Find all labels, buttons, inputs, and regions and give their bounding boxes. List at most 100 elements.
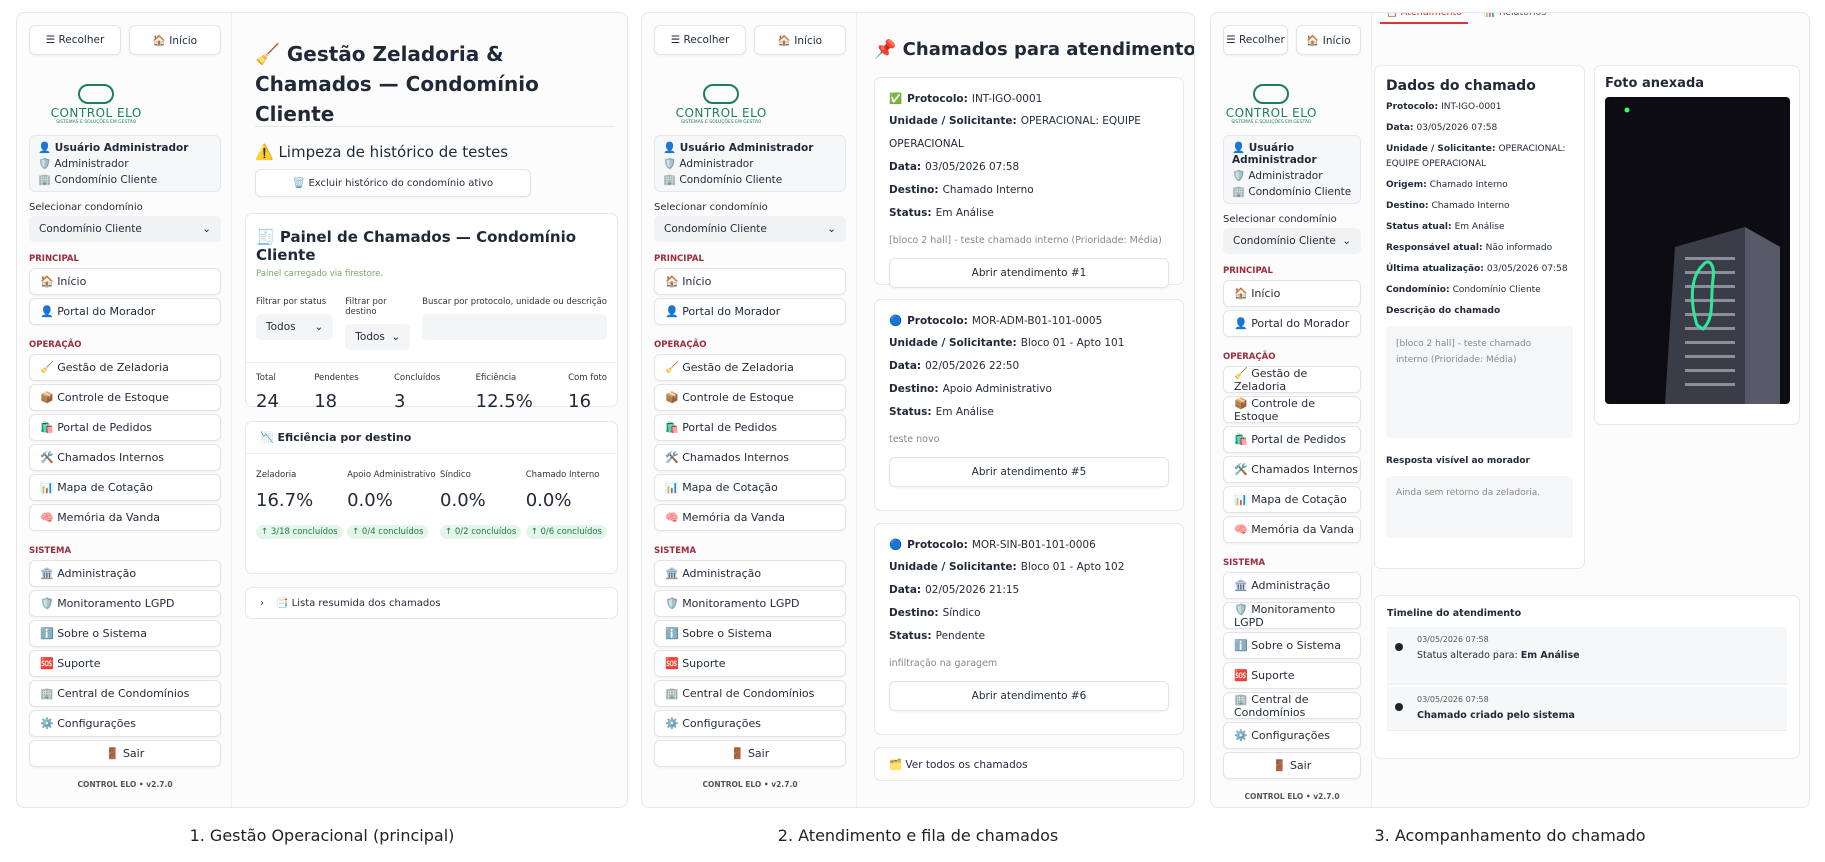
event-label: Status alterado para: <box>1417 650 1518 661</box>
stats: Total 24 Pendentes 18 Concluídos 3 Eficiência 1… <box>256 373 607 412</box>
nav-item[interactable]: 🏛️ Administração <box>654 560 846 587</box>
detail-field: Última atualização: 03/05/2026 07:58 <box>1386 262 1573 277</box>
cleanup-button[interactable]: 🗑️ Excluir histórico do condomínio ativo <box>255 169 531 197</box>
nav-item[interactable]: 🧹 Gestão de Zeladoria <box>1223 366 1361 393</box>
nav-item[interactable]: 🏠 Início <box>1223 280 1361 307</box>
filter-select[interactable]: Todos ⌄ <box>345 324 411 350</box>
nav-item[interactable]: 📊 Mapa de Cotação <box>29 474 221 501</box>
top-button[interactable]: 🏠 Início <box>1296 25 1361 55</box>
nav-item[interactable]: ℹ️ Sobre o Sistema <box>654 620 846 647</box>
nav-item[interactable]: 📊 Mapa de Cotação <box>654 474 846 501</box>
top-button[interactable]: ☰ Recolher <box>654 25 746 55</box>
ticket-field: Data: 02/05/2026 22:50 <box>889 355 1169 378</box>
logout[interactable]: 🚪 Sair <box>1223 752 1361 779</box>
nav-item[interactable]: 🏠 Início <box>654 268 846 295</box>
field-label: Protocolo: <box>907 93 968 105</box>
footer: CONTROL ELO • v2.7.0 <box>77 780 173 789</box>
nav-item[interactable]: ℹ️ Sobre o Sistema <box>29 620 221 647</box>
list-card[interactable]: › 📑 Lista resumida dos chamados <box>245 587 618 619</box>
select[interactable]: Condomínio Cliente ⌄ <box>654 216 846 242</box>
field-label: Unidade / Solicitante: <box>1386 144 1496 154</box>
nav-item[interactable]: 🏢 Central de Condomínios <box>29 680 221 707</box>
nav-item[interactable]: 🧠 Memória da Vanda <box>29 504 221 531</box>
nav-item[interactable]: 👤 Portal do Morador <box>654 298 846 325</box>
nav-item[interactable]: 🧹 Gestão de Zeladoria <box>654 354 846 381</box>
view-all[interactable]: 🗂️ Ver todos os chamados <box>874 747 1184 781</box>
chevron: ⌄ <box>827 223 836 235</box>
nav-item[interactable]: 🧠 Memória da Vanda <box>1223 516 1361 543</box>
nav-item[interactable]: ⚙️ Configurações <box>29 710 221 737</box>
nav-item[interactable]: ⚙️ Configurações <box>654 710 846 737</box>
nav-item[interactable]: 📦 Controle de Estoque <box>654 384 846 411</box>
efficiency-value: 0.0% <box>347 490 393 511</box>
logo: CONTROL ELO SISTEMAS E SOLUÇÕES EM GESTÃO <box>1223 63 1361 125</box>
user-box: 👤 Usuário Administrador 🛡️ Administrador 🏢… <box>1223 135 1361 204</box>
logout[interactable]: 🚪 Sair <box>29 740 221 767</box>
tab[interactable]: 📊 Relatórios <box>1484 12 1547 18</box>
nav-item[interactable]: 🛡️ Monitoramento LGPD <box>29 590 221 617</box>
sidebar-top: ☰ Recolher 🏠 Início <box>29 25 221 55</box>
select-value: Condomínio Cliente <box>1233 235 1336 247</box>
nav-item[interactable]: 🏛️ Administração <box>29 560 221 587</box>
sidebar-top: ☰ Recolher 🏠 Início <box>1223 25 1361 55</box>
nav-item[interactable]: 👤 Portal do Morador <box>29 298 221 325</box>
nav-item[interactable]: 🛠️ Chamados Internos <box>1223 456 1361 483</box>
nav-item[interactable]: 📦 Controle de Estoque <box>29 384 221 411</box>
nav-item[interactable]: ℹ️ Sobre o Sistema <box>1223 632 1361 659</box>
main: 📋 Atendimento 📊 Relatórios Dados do chamad… <box>1374 12 1804 807</box>
stat: Eficiência 12.5% <box>476 373 533 412</box>
nav-item[interactable]: 📦 Controle de Estoque <box>1223 396 1361 423</box>
response-title: Resposta visível ao morador <box>1386 456 1530 466</box>
search-input[interactable] <box>422 314 607 340</box>
select[interactable]: Condomínio Cliente ⌄ <box>1223 228 1361 254</box>
nav-item[interactable]: 🛍️ Portal de Pedidos <box>1223 426 1361 453</box>
filter-label: Filtrar por destino <box>345 297 387 317</box>
nav-item[interactable]: 👤 Portal do Morador <box>1223 310 1361 337</box>
open-button[interactable]: Abrir atendimento #6 <box>889 681 1169 711</box>
stat: Com foto 16 <box>568 373 607 412</box>
open-button[interactable]: Abrir atendimento #5 <box>889 457 1169 487</box>
nav-item[interactable]: ⚙️ Configurações <box>1223 722 1361 749</box>
top-button[interactable]: 🏠 Início <box>129 25 221 55</box>
panel-subtitle: Painel carregado via firestore. <box>256 269 384 279</box>
nav-item[interactable]: 🆘 Suporte <box>654 650 846 677</box>
efficiency-badge: ↑ 0/4 concluídos <box>347 525 429 539</box>
nav-item[interactable]: 🏛️ Administração <box>1223 572 1361 599</box>
tab[interactable]: 📋 Atendimento <box>1380 13 1469 24</box>
nav-item[interactable]: 🛠️ Chamados Internos <box>29 444 221 471</box>
nav-item[interactable]: 🆘 Suporte <box>1223 662 1361 689</box>
section-title: PRINCIPAL <box>29 254 79 264</box>
section-title: OPERAÇÃO <box>29 340 82 350</box>
chevron: ⌄ <box>391 331 401 343</box>
nav-item[interactable]: 🏢 Central de Condomínios <box>654 680 846 707</box>
efficiency-label: Síndico <box>440 470 471 480</box>
nav-item[interactable]: 🧠 Memória da Vanda <box>654 504 846 531</box>
timeline-dot <box>1395 703 1403 711</box>
filter-select[interactable]: Todos ⌄ <box>256 314 334 340</box>
top-button[interactable]: ☰ Recolher <box>29 25 121 55</box>
logout[interactable]: 🚪 Sair <box>654 740 846 767</box>
stat: Concluídos 3 <box>394 373 440 412</box>
field-label: Condomínio: <box>1386 285 1450 295</box>
user-line: 🏢 Condomínio Cliente <box>38 174 158 186</box>
open-button[interactable]: Abrir atendimento #1 <box>889 258 1169 288</box>
field-label: Destino: <box>889 607 939 619</box>
nav-item[interactable]: 🛍️ Portal de Pedidos <box>29 414 221 441</box>
efficiency-card: 📉 Eficiência por destino Zeladoria 16.7% ↑ … <box>245 421 618 574</box>
nav-item[interactable]: 🛡️ Monitoramento LGPD <box>1223 602 1361 629</box>
ticket-field: Unidade / Solicitante: Bloco 01 - Apto 10… <box>889 556 1169 579</box>
nav-item[interactable]: 🏠 Início <box>29 268 221 295</box>
top-button[interactable]: 🏠 Início <box>754 25 846 55</box>
nav-item[interactable]: 🛠️ Chamados Internos <box>654 444 846 471</box>
logo-tagline: SISTEMAS E SOLUÇÕES EM GESTÃO <box>681 120 762 125</box>
nav-item[interactable]: 🛍️ Portal de Pedidos <box>654 414 846 441</box>
ticket-field: Status: Em Análise <box>889 202 1169 225</box>
nav-item[interactable]: 🆘 Suporte <box>29 650 221 677</box>
select[interactable]: Condomínio Cliente ⌄ <box>29 216 221 242</box>
nav-item[interactable]: 🧹 Gestão de Zeladoria <box>29 354 221 381</box>
user-line: 🛡️ Administrador <box>663 158 754 170</box>
top-button[interactable]: ☰ Recolher <box>1223 25 1288 55</box>
nav-item[interactable]: 🏢 Central de Condomínios <box>1223 692 1361 719</box>
nav-item[interactable]: 📊 Mapa de Cotação <box>1223 486 1361 513</box>
nav-item[interactable]: 🛡️ Monitoramento LGPD <box>654 590 846 617</box>
